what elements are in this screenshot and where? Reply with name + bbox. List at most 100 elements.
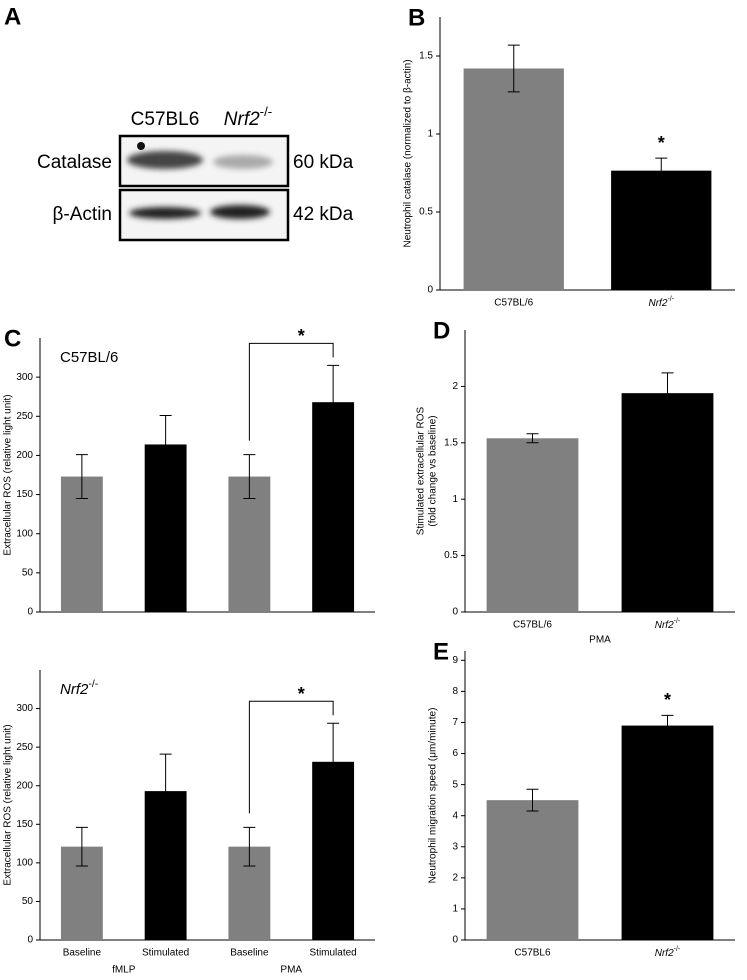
y-axis-title: (fold change vs baseline): [428, 415, 439, 526]
y-tick-label: 200: [16, 450, 33, 461]
x-tick-label: C57BL6: [514, 948, 551, 959]
bar: [621, 725, 714, 940]
error-bar: [526, 788, 539, 812]
y-tick-label: 0: [452, 935, 458, 946]
significance: *: [298, 684, 305, 704]
panel-letter: A: [4, 3, 21, 30]
y-tick-label: 300: [16, 372, 33, 383]
bracket: [248, 342, 334, 441]
y-tick-label: 6: [452, 748, 458, 759]
y-tick-label: 1.5: [444, 437, 458, 448]
y-tick-label: 1: [427, 129, 433, 140]
subtitle: C57BL/6: [60, 349, 118, 366]
chart: E 0 1 2 3 4 5 6 7 8 9 Neutrophil migration speed (μ…: [428, 638, 735, 959]
x-axis-title: PMA: [589, 635, 611, 646]
error-bar: [507, 44, 520, 93]
significance: *: [664, 690, 671, 710]
y-tick-label: 200: [16, 780, 33, 791]
y-tick-label: 150: [16, 489, 33, 500]
y-tick-label: 0: [427, 285, 433, 296]
x-tick-label: Baseline: [63, 948, 102, 959]
bar: [60, 476, 103, 612]
x-tick-label: Stimulated: [142, 948, 189, 959]
chart: B 0 0.5 1 1.5 Neutrophil catalase (normalized…: [403, 4, 735, 309]
panel-letter: B: [408, 4, 425, 31]
size-label: 60 kDa: [293, 152, 354, 173]
y-tick-label: 150: [16, 819, 33, 830]
error-bar: [327, 364, 340, 440]
y-axis-title: Stimulated extracellular ROS: [416, 406, 427, 535]
y-tick-label: 100: [16, 857, 33, 868]
significance: *: [658, 133, 665, 153]
y-tick-label: 100: [16, 528, 33, 539]
x-tick-label: C57BL/6: [494, 298, 533, 309]
bar: [611, 170, 712, 290]
x-tick-label: Nrf2-/-: [655, 618, 681, 630]
y-tick-label: 250: [16, 742, 33, 753]
error-bar: [661, 372, 674, 414]
y-axis-title: Extracellular ROS (relative light unit): [3, 724, 14, 885]
lane-label: C57BL6: [131, 109, 200, 130]
lane-label: Nrf2-/-: [224, 104, 272, 130]
error-bar: [243, 454, 256, 499]
size-label: 42 kDa: [293, 204, 354, 225]
y-tick-label: 2: [452, 872, 458, 883]
y-tick-label: 9: [452, 655, 458, 666]
error-bar: [159, 415, 172, 474]
error-bar: [159, 753, 172, 829]
x-tick-label: Nrf2-/-: [648, 296, 674, 308]
y-tick-label: 5: [452, 779, 458, 790]
error-bar: [75, 454, 88, 499]
y-tick-label: 1: [452, 904, 458, 915]
subtitle: Nrf2-/-: [60, 678, 99, 698]
significance: *: [298, 326, 305, 346]
y-tick-label: 4: [452, 810, 458, 821]
panel-letter: D: [433, 317, 450, 344]
y-tick-label: 2: [452, 381, 458, 392]
chart: D 0 0.5 1 1.5 2 Stimulated extracellular ROS (f…: [416, 317, 735, 646]
y-tick-label: 0.5: [419, 207, 433, 218]
bar: [463, 68, 564, 290]
band: [213, 155, 273, 169]
band: [129, 207, 201, 219]
band: [127, 151, 203, 169]
y-tick-label: 3: [452, 841, 458, 852]
y-tick-label: 50: [22, 567, 34, 578]
error-bar: [661, 714, 674, 737]
y-tick-label: 0: [27, 935, 33, 946]
row-label: β-Actin: [53, 204, 113, 225]
y-tick-label: 0.5: [444, 550, 458, 561]
y-tick-label: 1: [452, 494, 458, 505]
error-bar: [243, 826, 256, 867]
group-label: PMA: [280, 965, 302, 976]
x-tick-label: Baseline: [230, 948, 269, 959]
y-tick-label: 0: [27, 607, 33, 618]
error-bar: [655, 157, 668, 184]
panel-letter: E: [433, 638, 449, 665]
y-axis-title: Neutrophil catalase (normalized to β-act…: [403, 59, 414, 247]
x-tick-label: Stimulated: [310, 948, 357, 959]
row-label: Catalase: [37, 152, 112, 173]
y-tick-label: 300: [16, 703, 33, 714]
panel-a: A C57BL6 Nrf2-/- Catalase 60 kDa β-Actin…: [4, 3, 354, 242]
panel-letter: C: [4, 325, 21, 352]
bar: [486, 438, 579, 612]
y-tick-label: 50: [22, 896, 34, 907]
y-tick-label: 250: [16, 411, 33, 422]
bar: [486, 800, 579, 940]
y-axis-title: Extracellular ROS (relative light unit): [3, 394, 14, 555]
error-bar: [75, 826, 88, 867]
y-axis-title: Neutrophil migration speed (μm/minute): [428, 708, 439, 884]
y-tick-label: 7: [452, 717, 458, 728]
blot-spot: [137, 142, 145, 150]
group-label: fMLP: [112, 965, 136, 976]
bracket: [248, 700, 334, 814]
error-bar: [327, 722, 340, 801]
y-tick-label: 8: [452, 686, 458, 697]
error-bar: [526, 433, 539, 444]
y-tick-label: 0: [452, 607, 458, 618]
bar: [228, 476, 271, 612]
